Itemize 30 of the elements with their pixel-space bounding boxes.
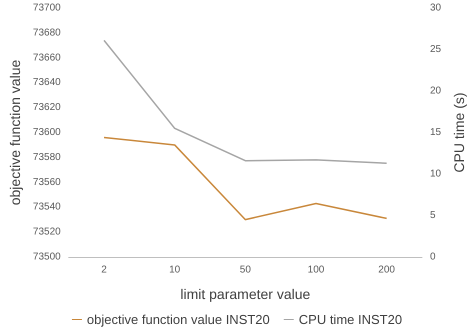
- y2-tick-label: 30: [430, 2, 442, 14]
- legend-label: objective function value INST20: [86, 312, 270, 327]
- x-tick-label: 2: [101, 264, 108, 276]
- y-tick-label: 73600: [32, 127, 62, 138]
- y-tick-label: 73680: [32, 27, 62, 38]
- y2-tick-label: 20: [430, 86, 442, 96]
- y-tick-label: 73560: [32, 176, 62, 188]
- y-tick-label: 73580: [32, 152, 62, 163]
- x-tick-label: 200: [378, 264, 396, 276]
- y2-tick-label: 10: [430, 168, 442, 180]
- y2-tick-label: 25: [430, 44, 442, 55]
- y-tick-label: 73520: [32, 226, 62, 238]
- y-tick-label: 73540: [32, 202, 62, 213]
- y2-tick-label: 0: [430, 252, 436, 262]
- y2-axis-title: CPU time (s): [451, 92, 467, 173]
- line-series: [103, 40, 388, 164]
- y-axis-title: objective function value: [7, 60, 23, 206]
- y-tick-label: 73500: [32, 252, 62, 262]
- x-axis-title: limit parameter value: [180, 286, 311, 302]
- y-tick-label: 73660: [32, 52, 62, 64]
- line-series: [103, 136, 388, 220]
- y2-tick-label: 5: [430, 210, 436, 221]
- y2-tick-label: 15: [430, 127, 442, 138]
- y-tick-label: 73700: [32, 2, 62, 14]
- x-tick-label: 10: [169, 264, 181, 276]
- y-tick-label: 73620: [32, 102, 62, 114]
- legend-label: CPU time INST20: [298, 312, 402, 327]
- y-tick-label: 73640: [32, 77, 62, 88]
- x-tick-label: 50: [240, 264, 252, 276]
- x-tick-label: 100: [308, 264, 325, 276]
